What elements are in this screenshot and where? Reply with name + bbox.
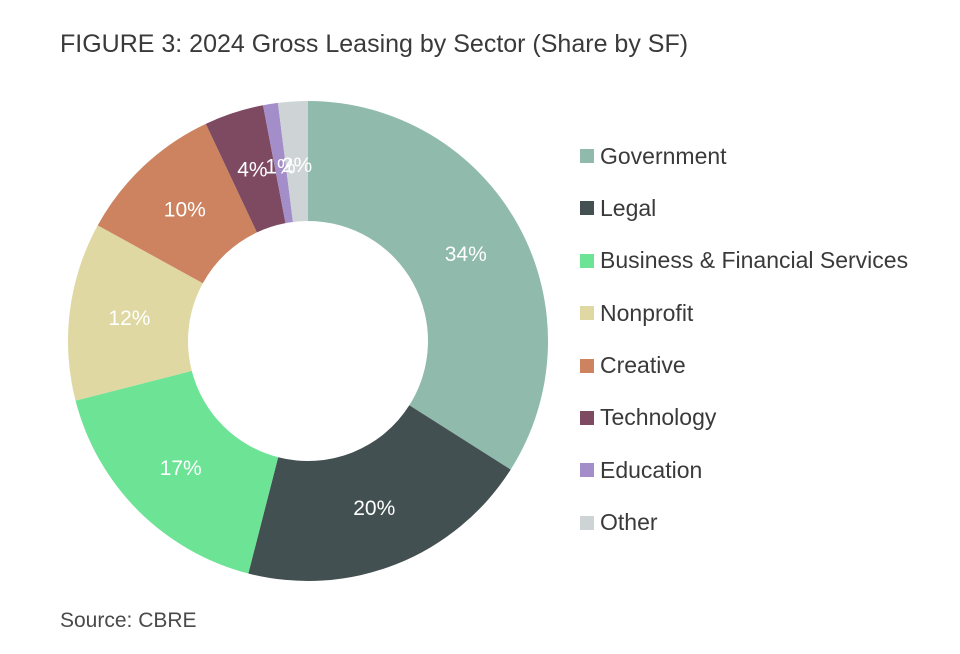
slice-label-government: 34%: [445, 243, 487, 266]
slice-label-business-and-financial-services: 17%: [160, 457, 202, 480]
slice-legal: [248, 405, 511, 581]
legend-swatch: [580, 463, 594, 478]
slice-creative: [97, 123, 257, 284]
slice-label-education: 1%: [265, 156, 295, 179]
legend-label: Nonprofit: [600, 299, 694, 326]
slice-label-nonprofit: 12%: [108, 307, 150, 330]
donut-slices: [67, 101, 548, 581]
legend-item-creative: Creative: [580, 352, 908, 379]
slice-nonprofit: [67, 225, 203, 401]
legend-label: Legal: [600, 194, 657, 221]
legend-label: Government: [600, 142, 727, 169]
legend-label: Business & Financial Services: [600, 247, 909, 274]
legend-item-legal: Legal: [580, 195, 908, 221]
legend-swatch: [580, 515, 594, 530]
legend-label: Other: [600, 509, 658, 536]
slice-label-legal: 20%: [353, 497, 395, 520]
donut-slice-labels: 34% 20% 17% 12% 10% 4%1%2%: [108, 154, 486, 520]
legend-item-nonprofit: Nonprofit: [580, 300, 908, 326]
source-note: Source: CBRE: [60, 609, 197, 632]
chart-legend: Government Legal Business & Financial Serv…: [580, 143, 908, 562]
legend-item-other: Other: [580, 509, 908, 536]
slice-other: [277, 101, 308, 222]
legend-swatch: [580, 253, 594, 268]
legend-swatch: [580, 201, 594, 216]
legend-item-government: Government: [580, 143, 908, 169]
legend-item-education: Education: [580, 457, 908, 483]
legend-swatch: [580, 306, 594, 321]
legend-label: Education: [600, 456, 703, 483]
legend-swatch: [580, 410, 594, 425]
legend-swatch: [580, 149, 594, 163]
slice-label-creative: 10%: [164, 198, 206, 221]
legend-label: Technology: [600, 404, 717, 431]
legend-swatch: [580, 358, 594, 373]
chart-title: FIGURE 3: 2024 Gross Leasing by Sector (…: [60, 30, 689, 58]
legend-item-business-and-financial-services: Business & Financial Services: [580, 247, 909, 274]
slice-label-technology: 4%: [237, 158, 267, 181]
slice-technology: [205, 105, 286, 233]
slice-label-other: 2%: [282, 154, 312, 177]
slice-business-and-financial-services: [75, 370, 279, 574]
legend-item-technology: Technology: [580, 404, 908, 431]
slice-education: [263, 102, 293, 224]
slice-government: [308, 101, 548, 470]
legend-label: Creative: [600, 352, 686, 379]
